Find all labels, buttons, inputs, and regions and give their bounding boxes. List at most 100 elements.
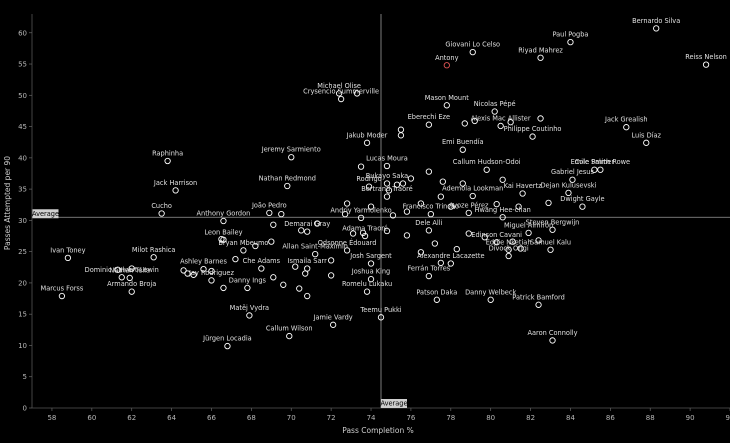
y-tick-label: 60	[18, 29, 27, 37]
player-point	[517, 245, 524, 252]
player-point	[367, 260, 375, 267]
player-label: Ismaila Sarr	[288, 257, 327, 265]
average-x-label: Average	[380, 400, 407, 408]
player-point	[497, 122, 504, 130]
player-point	[481, 234, 488, 241]
player-point	[469, 192, 476, 200]
player-point	[280, 281, 287, 288]
player-point	[363, 139, 371, 146]
player-label: Che Adams	[243, 257, 281, 265]
player-label: Ashley Barnes	[180, 258, 227, 266]
player-point	[393, 181, 401, 188]
player-point	[653, 25, 660, 32]
player-point	[487, 296, 494, 303]
player-point	[389, 212, 397, 219]
y-tick-label: 20	[18, 279, 27, 287]
player-point	[509, 238, 516, 245]
x-tick-label: 74	[367, 414, 376, 422]
player-point	[403, 208, 411, 215]
player-point	[190, 271, 197, 278]
player-point	[224, 342, 231, 350]
player-point	[232, 256, 239, 263]
player-point	[549, 337, 556, 344]
player-point	[702, 61, 710, 68]
player-label: Danny Ings	[229, 276, 267, 284]
player-label: Francisco Trincão	[403, 203, 459, 211]
x-tick-label: 72	[327, 414, 336, 422]
player-label: Hwang Hee-chan	[474, 206, 530, 214]
player-point	[278, 210, 285, 218]
player-label: Jay Rodriguez	[188, 269, 234, 277]
player-point	[483, 166, 490, 173]
player-label: Marcus Forss	[41, 285, 84, 293]
player-point	[507, 119, 514, 126]
player-point	[505, 246, 512, 253]
player-point	[397, 132, 405, 139]
player-label: Jack Harrison	[153, 179, 197, 187]
player-point	[114, 266, 121, 273]
player-point	[425, 168, 433, 175]
player-point	[437, 259, 444, 267]
player-point	[64, 254, 72, 262]
player-point	[180, 267, 187, 274]
player-point	[403, 232, 411, 239]
player-point	[591, 166, 598, 173]
player-point	[58, 292, 66, 300]
player-point	[465, 230, 472, 237]
player-label: Cole Palmer	[575, 158, 615, 166]
y-tick-label: 45	[18, 123, 27, 131]
player-label: Gabriel Jesus	[551, 168, 594, 176]
x-tick-label: 78	[446, 414, 455, 422]
player-point	[357, 214, 365, 222]
player-label: Matěj Vydra	[230, 304, 269, 312]
player-label: Divock Origi	[489, 245, 529, 253]
player-point	[519, 190, 526, 197]
player-label: Lucas Moura	[366, 154, 408, 162]
y-tick-label: 0	[23, 405, 27, 413]
x-tick-label: 84	[566, 414, 575, 422]
player-label: Bertrand Traoré	[361, 185, 413, 193]
player-label: Danny Welbeck	[465, 288, 516, 296]
player-point	[304, 228, 311, 235]
player-label: Patson Daka	[416, 288, 457, 296]
player-label: Philippe Coutinho	[504, 125, 562, 133]
player-point	[150, 254, 157, 261]
player-point	[567, 38, 574, 46]
player-point	[240, 247, 247, 254]
player-label: Jürgen Locadia	[202, 335, 252, 343]
player-point	[459, 180, 466, 187]
y-tick-label: 5	[23, 373, 27, 381]
player-point	[431, 240, 438, 247]
player-label: Patrick Bamford	[512, 293, 565, 301]
player-label: Nathan Tella	[109, 266, 150, 274]
player-point	[218, 235, 225, 243]
player-point	[383, 162, 391, 170]
player-label: Joshua King	[351, 268, 390, 276]
player-point	[383, 227, 391, 235]
average-y-label: Average	[32, 210, 59, 218]
x-tick-label: 62	[127, 414, 136, 422]
x-tick-label: 92	[726, 414, 730, 422]
player-label: Antony	[435, 54, 458, 62]
player-point	[439, 178, 446, 185]
player-point	[128, 265, 135, 272]
x-tick-label: 86	[606, 414, 615, 422]
player-point	[493, 239, 500, 246]
player-label: Ademola Lookman	[442, 184, 503, 192]
player-label: Jamie Vardy	[313, 313, 353, 321]
player-point	[535, 237, 542, 244]
player-label: Michael Olise	[317, 82, 361, 90]
player-point	[208, 277, 215, 284]
player-point	[208, 267, 215, 275]
player-point	[443, 102, 450, 109]
player-point	[447, 203, 454, 210]
player-point	[425, 121, 433, 128]
player-point	[417, 200, 425, 207]
player-point	[545, 199, 552, 207]
x-tick-label: 66	[207, 414, 216, 422]
player-point	[537, 54, 544, 61]
player-label: Paul Pogba	[552, 31, 588, 39]
player-label: Emi Buendía	[442, 138, 484, 146]
player-point	[377, 314, 385, 321]
